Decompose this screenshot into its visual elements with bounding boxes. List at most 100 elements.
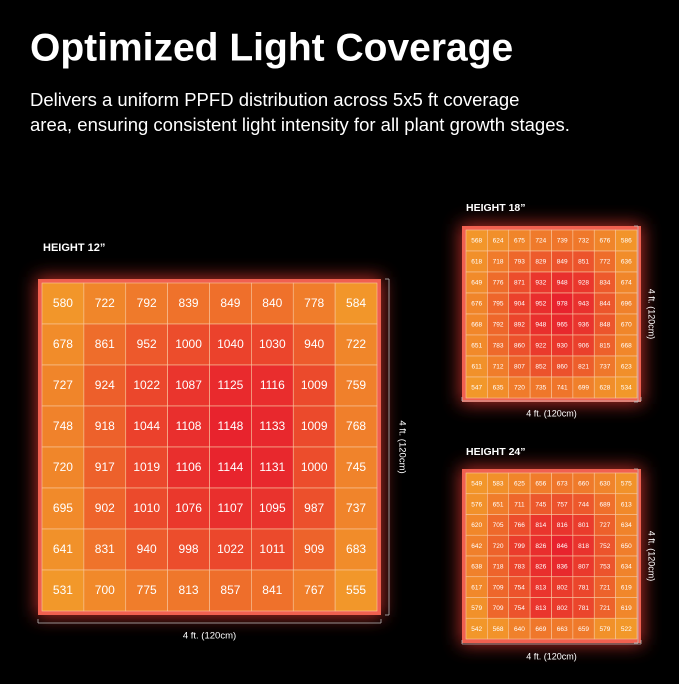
cell-value: 568 [471,238,482,245]
cell-value: 831 [95,542,115,556]
cell [209,569,252,612]
cell-value: 727 [600,522,611,529]
cell [125,487,168,530]
cell-value: 829 [535,259,546,266]
cell [167,528,210,571]
cell-value: 814 [535,522,546,529]
cell-value: 834 [600,280,611,287]
cell [209,323,252,366]
cell-value: 965 [557,322,568,329]
cell-value: 754 [514,584,525,591]
cell-value: 568 [493,626,504,633]
cell-value: 1107 [218,501,244,515]
cell [334,569,378,612]
cell [334,528,378,571]
cell [83,405,127,448]
cell [41,364,85,407]
cell-value: 628 [600,385,611,392]
cell-value: 669 [535,626,546,633]
cell-value: 848 [600,322,611,329]
cell-value: 978 [557,301,568,308]
cell-value: 659 [578,626,589,633]
cell-value: 656 [535,481,546,488]
cell-value: 826 [535,543,546,550]
cell-value: 718 [493,564,504,571]
cell-value: 678 [53,337,73,351]
cell-value: 815 [600,343,611,350]
cell-value: 745 [346,460,366,474]
panel-label: HEIGHT 12” [43,242,105,254]
cell-value: 709 [493,584,504,591]
cell-value: 840 [262,296,282,310]
cell-value: 555 [346,583,366,597]
cell-value: 721 [600,605,611,612]
cell [41,487,85,530]
cell-value: 620 [471,522,482,529]
cell-value: 844 [600,301,611,308]
cell [615,617,638,640]
cell-value: 522 [621,626,632,633]
cell-value: 1011 [259,542,285,556]
panel-label: HEIGHT 24” [466,446,526,458]
cell-value: 675 [514,238,525,245]
cell-value: 712 [493,364,504,371]
cell-value: 940 [137,542,157,556]
cell [209,446,252,489]
cell [292,528,336,571]
cell-value: 839 [179,296,199,310]
cell-value: 744 [578,501,589,508]
cell [125,528,168,571]
cell-value: 906 [578,343,589,350]
cell-value: 584 [346,296,366,310]
cell [167,446,210,489]
cell-value: 932 [535,280,546,287]
cell [83,446,127,489]
cell [251,446,294,489]
cell-value: 917 [95,460,115,474]
cell-value: 619 [621,584,632,591]
cell [83,487,127,530]
cell-value: 1009 [301,378,328,392]
cell-value: 630 [600,481,611,488]
cell-value: 924 [95,378,115,392]
cell-value: 952 [137,337,157,351]
cell [125,323,168,366]
cell-value: 1106 [176,460,202,474]
cell-value: 737 [600,364,611,371]
cell-value: 676 [471,301,482,308]
cell-value: 575 [621,481,632,488]
cell-value: 813 [179,583,199,597]
cell-value: 748 [53,419,73,433]
width-label: 4 ft. (120cm) [526,651,577,661]
width-label: 4 ft. (120cm) [526,408,577,418]
cell-value: 579 [471,605,482,612]
cell-value: 753 [600,564,611,571]
cell-value: 775 [137,583,157,597]
cell-value: 987 [304,501,324,515]
cell-value: 772 [600,259,611,266]
cell-value: 849 [557,259,568,266]
cell-value: 922 [535,343,546,350]
cell-value: 767 [304,583,324,597]
cell-value: 727 [53,378,73,392]
cell-value: 720 [514,385,525,392]
cell-value: 625 [514,481,525,488]
cell-value: 583 [493,481,504,488]
cell-value: 640 [514,626,525,633]
cell-value: 534 [621,385,632,392]
title: Optimized Light Coverage [30,26,513,69]
cell-value: 705 [493,522,504,529]
cell-value: 807 [514,364,525,371]
cell [167,282,210,325]
cell [125,405,168,448]
cell-value: 904 [514,301,525,308]
cell [334,282,378,325]
cell-value: 670 [621,322,632,329]
cell-value: 930 [557,343,568,350]
cell-value: 1116 [260,378,285,392]
cell-value: 650 [621,543,632,550]
cell [41,446,85,489]
cell-value: 802 [557,584,568,591]
